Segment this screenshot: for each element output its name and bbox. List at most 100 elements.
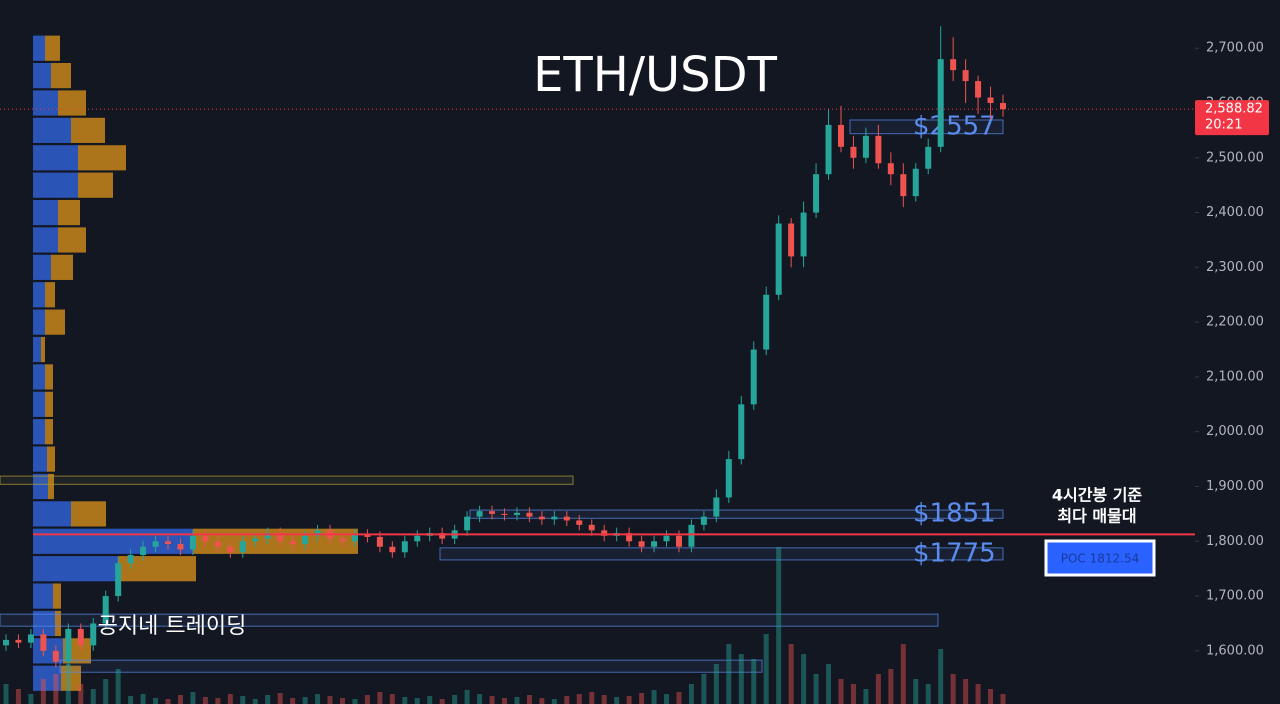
profile-buy <box>33 309 45 335</box>
volume-bar <box>327 696 333 704</box>
volume-bar <box>639 693 645 704</box>
zone <box>59 659 763 673</box>
y-tick-label: 2,200.00 <box>1206 315 1264 330</box>
volume-bar <box>963 679 969 704</box>
volume-bar <box>713 664 719 704</box>
volume-bar <box>3 684 9 704</box>
zone <box>849 119 1004 135</box>
candle-body <box>937 59 944 147</box>
profile-sell <box>78 145 126 171</box>
volume-bar <box>801 654 807 704</box>
profile-sell <box>78 172 113 198</box>
profile-sell <box>71 117 105 143</box>
candle-body <box>202 535 209 542</box>
candle-body <box>862 135 869 158</box>
zone <box>469 509 1004 519</box>
y-tick-label: 2,300.00 <box>1206 260 1264 275</box>
volume-bar <box>626 696 632 704</box>
candle-body <box>750 349 757 405</box>
zone-label: $2557 <box>913 111 996 141</box>
candle-body <box>464 516 471 531</box>
price-tag-label: 2,588.82 <box>1205 102 1263 117</box>
candle-body <box>538 516 545 520</box>
candle-body <box>850 146 857 158</box>
volume-bar <box>78 684 84 704</box>
volume-bar <box>28 694 34 704</box>
profile-sell <box>45 364 53 390</box>
volume-bar <box>165 699 171 704</box>
candle-body <box>925 146 932 169</box>
volume-bar <box>65 664 71 704</box>
candle-body <box>975 81 982 98</box>
candle-body <box>526 512 533 517</box>
volume-bar <box>377 692 383 704</box>
profile-sell <box>45 419 53 445</box>
candle-body <box>401 541 408 553</box>
volume-bar <box>140 694 146 704</box>
candle-body <box>763 294 770 350</box>
candle-body <box>813 174 820 213</box>
profile-sell <box>41 336 45 363</box>
candle-body <box>476 511 483 517</box>
volume-bar <box>364 695 370 704</box>
zone <box>439 547 1004 561</box>
profile-buy <box>33 419 45 445</box>
profile-sell <box>45 309 65 335</box>
y-tick-label: 1,600.00 <box>1206 643 1264 658</box>
profile-buy <box>33 610 55 637</box>
candle-body <box>90 623 97 646</box>
profile-buy <box>33 90 58 116</box>
profile-buy <box>33 145 78 171</box>
y-tick-label: 2,500.00 <box>1206 150 1264 165</box>
volume-bar <box>863 689 869 704</box>
candle-body <box>140 546 147 555</box>
poc-note: 4시간봉 기준 <box>1052 486 1143 505</box>
candle-body <box>588 524 595 531</box>
volume-bar <box>153 698 159 704</box>
candle-body <box>339 538 346 542</box>
zone-label: $1775 <box>913 538 996 568</box>
candle-body <box>675 535 682 547</box>
volume-bar <box>1000 694 1006 704</box>
y-tick-label: 2,700.00 <box>1206 41 1264 56</box>
volume-bar <box>526 695 532 704</box>
volume-bar <box>975 684 981 704</box>
candle-body <box>177 544 184 550</box>
profile-buy <box>33 583 53 609</box>
volume-bar <box>339 698 345 704</box>
zone <box>0 613 939 627</box>
profile-sell <box>55 610 61 637</box>
volume-bar <box>514 697 520 704</box>
candle-body <box>264 533 271 539</box>
profile-buy <box>33 336 41 363</box>
candle-body <box>825 124 832 175</box>
candle-body <box>601 530 608 536</box>
profile-buy <box>33 117 71 143</box>
candle-body <box>52 650 59 662</box>
candle-body <box>663 535 670 542</box>
volume-bar <box>776 547 782 704</box>
volume-bar <box>252 699 258 704</box>
profile-buy <box>33 63 51 89</box>
profile-sell <box>47 446 55 472</box>
volume-bar <box>763 634 769 704</box>
profile-buy <box>33 35 45 61</box>
profile-sell <box>51 254 73 280</box>
candle-body <box>1000 102 1006 110</box>
profile-sell <box>53 583 61 609</box>
volume-bar <box>738 654 744 704</box>
y-tick-label: 1,800.00 <box>1206 534 1264 549</box>
candle-body <box>65 628 72 662</box>
volume-bar <box>576 694 582 704</box>
volume-bar <box>988 689 994 704</box>
volume-bar <box>202 697 208 704</box>
volume-bar <box>900 644 906 704</box>
volume-bar <box>601 695 607 704</box>
zone <box>0 475 574 485</box>
volume-bar <box>227 694 233 704</box>
volume-bar <box>414 698 420 704</box>
volume-bar <box>53 674 59 704</box>
